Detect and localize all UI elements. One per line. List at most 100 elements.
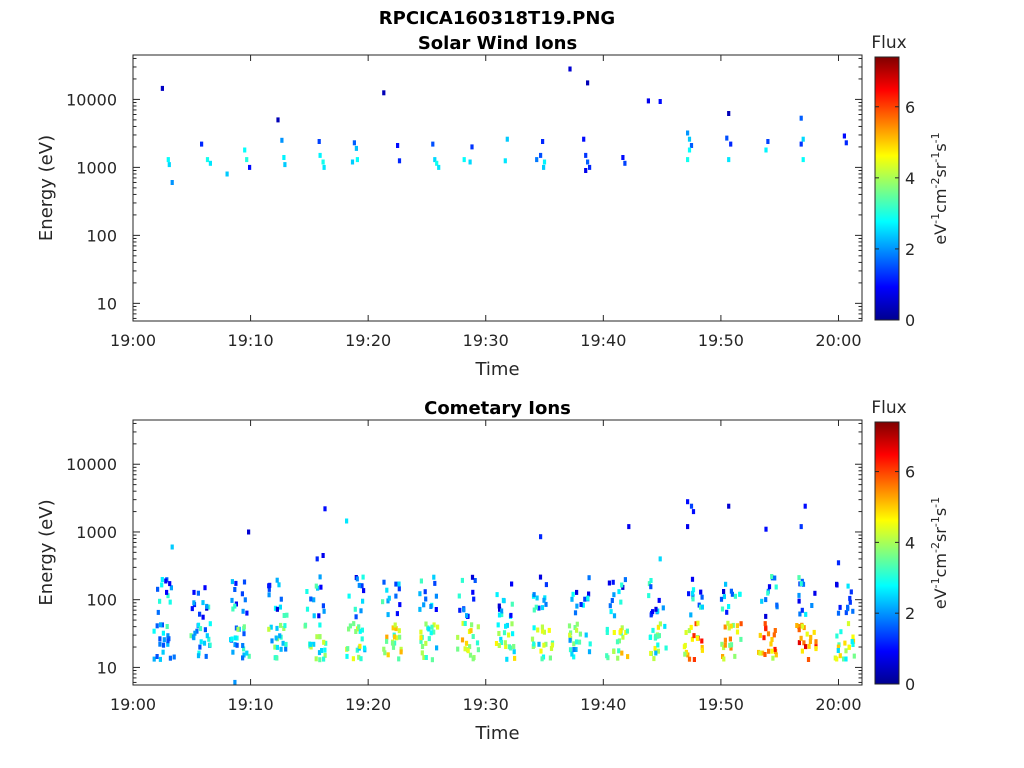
heatmap-cell [651,609,655,615]
heatmap-cell [385,638,389,644]
heatmap-cell [393,634,397,640]
heatmap-cell [535,595,539,601]
heatmap-cell [774,652,778,658]
colorbar-unit-label: eV-1​cm-2​sr-1​s-1​ [929,497,950,609]
heatmap-cell [282,626,286,631]
heatmap-cell [689,503,694,509]
heatmap-cell [225,171,229,177]
heatmap-cell [427,636,431,642]
colorbar-tick-label: 0 [905,675,915,694]
heatmap-cell [152,628,156,634]
heatmap-cell [802,625,806,631]
heatmap-cell [468,652,473,658]
heatmap-cell [168,581,172,587]
x-tick-label: 19:20 [345,695,391,714]
heatmap-cell [572,647,576,652]
heatmap-cell [808,639,812,644]
heatmap-cell [230,579,234,585]
heatmap-cell [843,640,847,646]
heatmap-cell [424,621,428,627]
heatmap-cell [510,581,514,587]
heatmap-cell [323,506,327,512]
heatmap-cell [848,595,852,601]
heatmap-cell [159,622,163,628]
colorbar-title: Flux [871,398,906,418]
heatmap-cell [424,640,428,646]
heatmap-cell [245,157,249,163]
heatmap-cell [247,529,251,535]
heatmap-cell [357,582,361,588]
heatmap-cell [429,604,433,609]
heatmap-cell [623,577,627,583]
heatmap-cell [275,655,279,661]
heatmap-cell [476,624,480,630]
heatmap-cell [192,635,196,641]
heatmap-cell [617,589,621,595]
heatmap-cell [241,643,245,648]
heatmap-cell [610,598,614,603]
heatmap-cell [605,626,609,632]
heatmap-cell [846,621,851,627]
heatmap-cell [430,657,434,663]
heatmap-cell [312,641,316,647]
heatmap-cell [248,164,252,170]
colorbar-tick-label: 4 [905,169,915,188]
heatmap-cell [652,656,656,662]
heatmap-cell [719,596,724,602]
heatmap-cell [654,633,658,639]
heatmap-cell [463,621,467,626]
heatmap-cell [315,634,319,640]
heatmap-cell [283,162,287,168]
heatmap-cell [584,152,588,158]
heatmap-cell [623,160,627,166]
heatmap-cell [621,155,625,160]
heatmap-cell [269,624,273,630]
heatmap-cell [694,621,698,627]
heatmap-cell [513,655,517,661]
heatmap-cell [726,620,730,626]
colorbar-tick-label: 2 [905,604,915,623]
heatmap-cell [160,85,164,91]
heatmap-cell [661,605,665,611]
heatmap-cell [537,605,541,611]
heatmap-cell [567,623,572,629]
colorbar-title: Flux [871,33,906,53]
heatmap-cell [835,633,839,639]
heatmap-cell [653,645,657,651]
heatmap-cell [422,655,426,660]
heatmap-cell [797,575,801,581]
heatmap-cell [476,647,480,653]
heatmap-cell [167,162,171,168]
heatmap-cell [649,612,653,618]
heatmap-cell [728,636,732,642]
heatmap-cell [612,630,616,635]
heatmap-cell [801,157,805,163]
heatmap-cell [797,598,801,604]
heatmap-cell [730,591,734,597]
plot-frame [132,54,863,322]
heatmap-cell [317,613,321,619]
heatmap-cell [692,657,696,662]
heatmap-cell [419,578,423,584]
heatmap-cell [504,644,508,649]
heatmap-cell [432,622,436,628]
x-tick-label: 19:40 [580,331,626,350]
heatmap-cell [767,584,772,590]
heatmap-cell [720,641,724,647]
heatmap-cell [242,646,246,652]
heatmap-cell [532,592,536,598]
heatmap-cell [360,636,364,642]
heatmap-cell [797,640,801,646]
heatmap-cell [198,644,202,650]
heatmap-cell [199,639,203,645]
heatmap-cell [686,130,690,136]
heatmap-cell [165,589,169,595]
heatmap-cell [846,604,850,610]
heatmap-cell [267,626,271,632]
heatmap-cell [647,581,651,587]
heatmap-cell [771,655,775,661]
heatmap-cell [735,623,739,629]
heatmap-cell [684,630,688,635]
heatmap-cell [473,578,477,583]
